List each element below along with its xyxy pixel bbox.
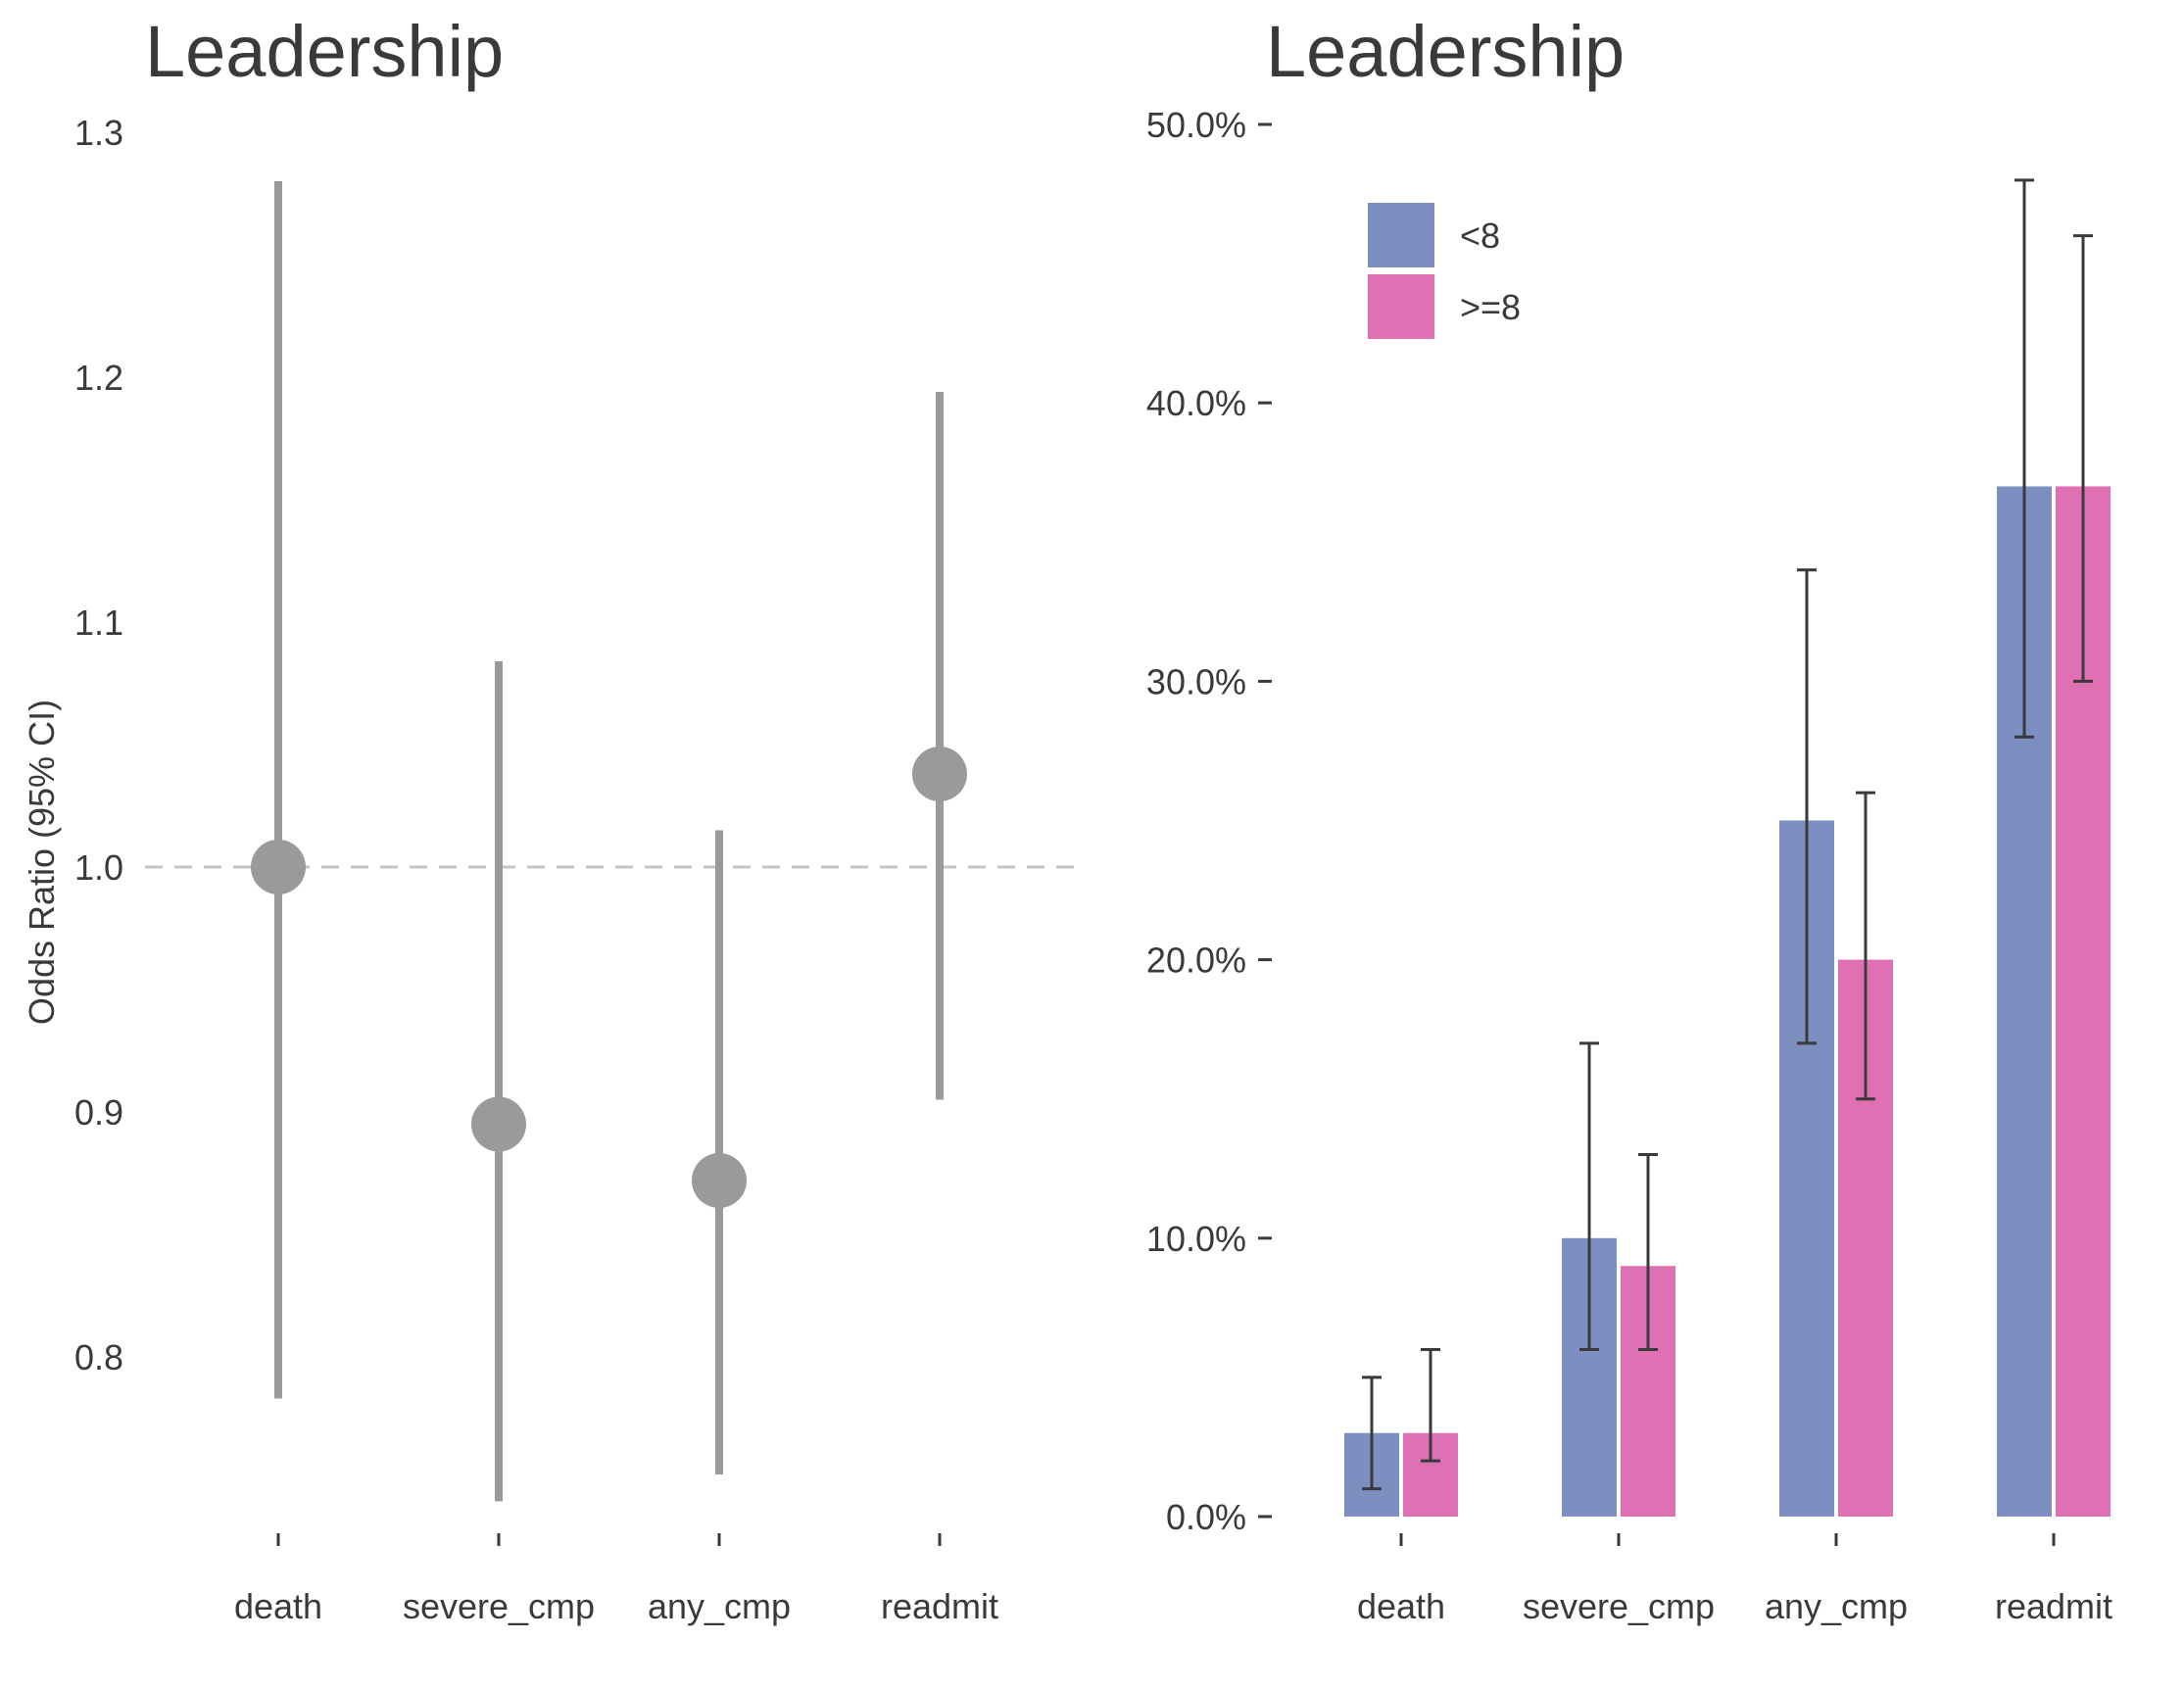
right-y-tick-label: 20.0% bbox=[1146, 941, 1246, 981]
right-bars bbox=[1344, 486, 2111, 1518]
left-chart-title: Leadership bbox=[145, 11, 504, 92]
error-bar-lt8-severe_cmp bbox=[1579, 1041, 1599, 1351]
right-y-tick-label: 30.0% bbox=[1146, 661, 1246, 701]
left-y-tick-label: 1.0 bbox=[74, 847, 123, 888]
left-x-tick-label: any_cmp bbox=[648, 1586, 791, 1626]
legend: <8 >=8 bbox=[1368, 203, 1521, 339]
right-y-tick-label: 50.0% bbox=[1146, 105, 1246, 145]
left-y-tick-label: 0.9 bbox=[74, 1092, 123, 1133]
right-x-tick-label: any_cmp bbox=[1765, 1586, 1908, 1626]
point-estimate-death bbox=[251, 840, 306, 894]
error-bar-ge8-death bbox=[1421, 1347, 1440, 1463]
right-y-tick-label: 40.0% bbox=[1146, 383, 1246, 423]
error-bar-ge8-severe_cmp bbox=[1638, 1153, 1658, 1351]
error-bar-ge8-any_cmp bbox=[1856, 791, 1875, 1101]
right-y-ticks: 0.0% 10.0% 20.0% 30.0% 40.0% 50.0% bbox=[1146, 105, 1272, 1537]
left-x-tick-label: readmit bbox=[881, 1586, 998, 1626]
right-y-tick-label: 0.0% bbox=[1166, 1497, 1246, 1537]
left-y-tick-label: 1.2 bbox=[74, 358, 123, 398]
legend-label: <8 bbox=[1460, 216, 1500, 256]
odds-ratio-panel: Leadership Odds Ratio (95% CI) 0.8 0.9 1.0… bbox=[22, 11, 1080, 1626]
legend-swatch-ge8 bbox=[1368, 274, 1434, 339]
right-error-bars bbox=[1362, 178, 2093, 1491]
left-y-axis-label: Odds Ratio (95% CI) bbox=[22, 700, 62, 1025]
right-x-tick-label: death bbox=[1357, 1586, 1445, 1626]
error-bar-lt8-any_cmp bbox=[1797, 568, 1817, 1045]
left-y-tick-label: 1.1 bbox=[74, 603, 123, 643]
error-bar-ge8-readmit bbox=[2073, 234, 2093, 683]
error-bar-lt8-death bbox=[1362, 1375, 1382, 1491]
left-y-tick-label: 0.8 bbox=[74, 1337, 123, 1377]
left-x-tick-label: severe_cmp bbox=[403, 1586, 595, 1626]
left-y-ticks: 0.8 0.9 1.0 1.1 1.2 1.3 bbox=[74, 113, 123, 1377]
point-estimate-severe_cmp bbox=[471, 1096, 526, 1152]
left-x-ticks: death severe_cmp any_cmp readmit bbox=[234, 1533, 998, 1626]
rate-bar-panel: Leadership 0.0% 10.0% 20.0% 30.0% 40.0% 50.0%… bbox=[1146, 11, 2112, 1626]
left-marks bbox=[251, 181, 967, 1502]
right-x-ticks: death severe_cmp any_cmp readmit bbox=[1357, 1533, 2112, 1626]
left-x-tick-label: death bbox=[234, 1586, 322, 1626]
right-x-tick-label: severe_cmp bbox=[1523, 1586, 1715, 1626]
legend-label: >=8 bbox=[1460, 287, 1521, 327]
point-estimate-readmit bbox=[912, 747, 967, 801]
left-y-tick-label: 1.3 bbox=[74, 113, 123, 153]
right-chart-title: Leadership bbox=[1266, 11, 1625, 92]
point-estimate-any_cmp bbox=[692, 1153, 747, 1208]
error-bar-lt8-readmit bbox=[2014, 178, 2034, 739]
right-y-tick-label: 10.0% bbox=[1146, 1219, 1246, 1259]
legend-swatch-lt8 bbox=[1368, 203, 1434, 267]
right-x-tick-label: readmit bbox=[1995, 1586, 2112, 1626]
